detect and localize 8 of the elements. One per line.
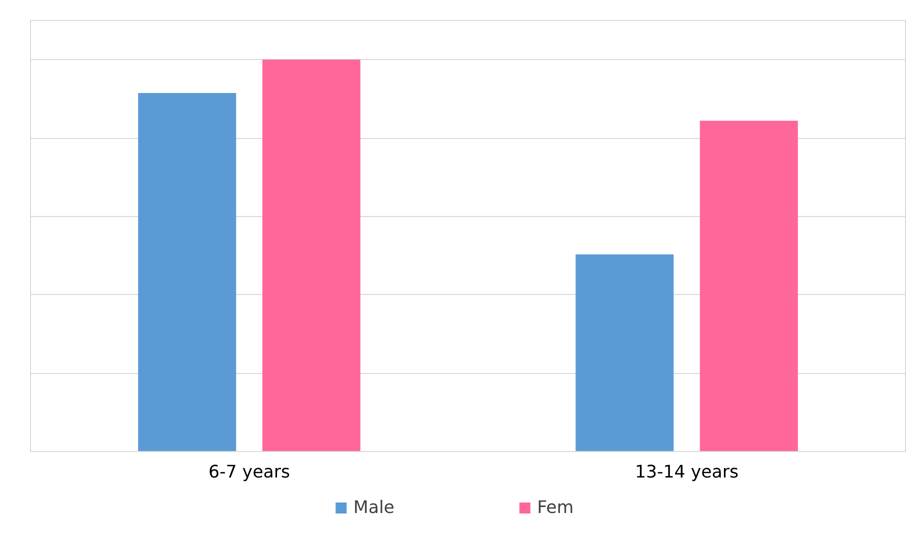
- x-tick-label: 13-14 years: [634, 462, 739, 482]
- bar: [576, 254, 674, 452]
- bar: [138, 92, 236, 452]
- legend-label: Fem: [537, 498, 574, 518]
- x-tick-label: 6-7 years: [208, 462, 290, 482]
- bar: [700, 120, 798, 452]
- legend-label: Male: [353, 498, 394, 518]
- bar: [262, 60, 360, 452]
